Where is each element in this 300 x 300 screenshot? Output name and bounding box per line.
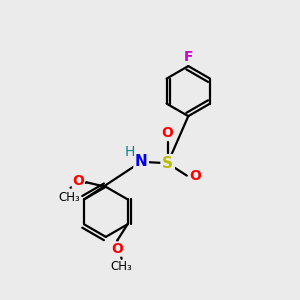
Text: O: O bbox=[190, 169, 202, 183]
Text: N: N bbox=[135, 154, 148, 169]
Text: CH₃: CH₃ bbox=[58, 191, 80, 204]
Text: CH₃: CH₃ bbox=[111, 260, 133, 273]
Text: S: S bbox=[162, 156, 173, 171]
Text: O: O bbox=[73, 174, 84, 188]
Text: O: O bbox=[111, 242, 123, 256]
Text: H: H bbox=[125, 146, 135, 159]
Text: O: O bbox=[162, 126, 174, 140]
Text: F: F bbox=[184, 50, 193, 64]
